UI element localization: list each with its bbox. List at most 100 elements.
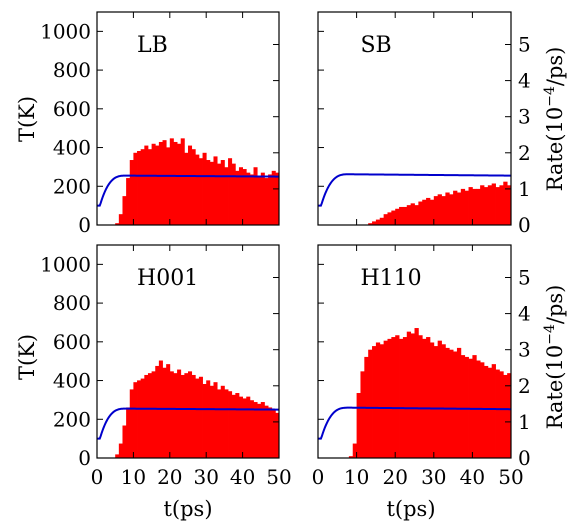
rate-bar: [220, 160, 225, 225]
rate-bar: [418, 201, 423, 225]
rate-bar: [129, 160, 134, 225]
rate-bar: [414, 205, 419, 225]
rate-bar: [195, 378, 200, 458]
y-right-tick-label: 1: [518, 177, 531, 201]
x-tick-label: 30: [193, 465, 218, 489]
rate-bar: [387, 212, 392, 225]
rate-bar: [456, 192, 462, 225]
rate-bar: [129, 389, 134, 458]
y-left-tick-label: 0: [78, 213, 91, 237]
x-tick-label: 10: [344, 465, 369, 489]
plot-frame: [317, 11, 512, 226]
y-left-tick-label: 400: [53, 136, 91, 160]
y-left-tick-label: 0: [78, 446, 91, 470]
rate-bar: [177, 143, 182, 225]
plot-frame: [317, 244, 512, 459]
rate-bar: [433, 196, 439, 225]
y-right-suffix-top: /ps): [543, 47, 567, 87]
rate-bar: [184, 152, 189, 225]
rate-bar: [115, 454, 120, 458]
rate-bar: [162, 140, 167, 225]
rate-bar: [453, 190, 458, 225]
rate-bar: [249, 400, 254, 458]
rate-bar: [231, 394, 236, 458]
rate-bar: [198, 376, 203, 458]
rate-bar: [271, 170, 276, 225]
y-left-tick-label: 1000: [40, 19, 91, 43]
x-label-right: t(ps): [386, 497, 435, 521]
rate-bar: [220, 385, 225, 458]
rate-bar: [460, 355, 466, 458]
rate-bar: [213, 156, 218, 225]
rate-bar: [449, 194, 454, 225]
rate-bar: [180, 138, 185, 225]
rate-bar: [429, 342, 435, 458]
x-tick-label: 0: [91, 465, 104, 489]
rate-bar: [391, 210, 396, 225]
y-left-tick-label: 800: [53, 291, 91, 315]
rate-bar: [133, 382, 138, 458]
panel-lb: 0 200 400 600 800 1000 LB: [40, 11, 280, 237]
temperature-curve: [97, 407, 279, 440]
panel-h001: 0 10 20 30 40 50 0 200 400 600 800 1000 H001: [40, 244, 292, 489]
x-tick-label: 0: [312, 465, 325, 489]
x-tick-label: 40: [230, 465, 255, 489]
rate-bar: [491, 183, 496, 225]
rate-bar: [195, 154, 200, 225]
rate-bar: [158, 141, 163, 225]
rate-bar: [202, 383, 207, 458]
rate-bar: [472, 355, 477, 458]
y-right-tick-label: 5: [518, 265, 531, 289]
rate-bar: [198, 158, 203, 225]
y-left-tick-label: 200: [53, 407, 91, 431]
rate-bar: [137, 150, 142, 225]
rate-bar: [499, 371, 504, 458]
rate-bar: [422, 199, 427, 225]
rate-bar: [429, 199, 435, 225]
rate-bar: [213, 382, 218, 458]
rate-bar: [410, 203, 415, 225]
rate-bar: [414, 328, 419, 458]
panel-label: H110: [360, 266, 421, 291]
rate-bar: [202, 152, 207, 225]
rate-bar: [375, 342, 381, 458]
temperature-curve: [318, 173, 512, 207]
y-left-tick-label: 1000: [40, 252, 91, 276]
rate-bar: [372, 346, 377, 458]
rate-bar: [224, 389, 229, 458]
rate-bar: [257, 176, 262, 225]
rate-bar: [476, 188, 481, 225]
rate-bar: [169, 371, 174, 458]
rate-bar: [235, 393, 240, 458]
panel-label: H001: [137, 266, 198, 291]
rate-bar: [118, 443, 123, 458]
rate-bar: [406, 331, 412, 458]
rate-bar: [495, 369, 500, 458]
rate-bar: [445, 192, 450, 225]
rate-bar: [268, 407, 273, 458]
rate-bar: [379, 344, 385, 458]
rate-bar: [395, 335, 400, 458]
x-tick-label: 20: [382, 465, 407, 489]
rate-bar: [115, 223, 120, 225]
rate-bar: [184, 373, 189, 458]
rate-bar: [217, 389, 222, 458]
x-tick-label: 50: [266, 465, 291, 489]
y-left-tick-label: 200: [53, 174, 91, 198]
rate-bar: [260, 172, 265, 225]
rate-bar: [507, 373, 512, 458]
y-left-tick-label: 600: [53, 330, 91, 354]
y-left-tick-label: 800: [53, 58, 91, 82]
rate-bar: [368, 349, 373, 458]
x-tick-label: 40: [460, 465, 485, 489]
y-right-tick-label: 2: [518, 374, 531, 398]
rate-bar: [487, 367, 493, 458]
rate-bar: [147, 149, 152, 225]
rate-bar: [503, 374, 508, 458]
rate-bar: [253, 167, 258, 225]
rate-bar: [238, 396, 243, 458]
rate-bar: [188, 145, 193, 225]
